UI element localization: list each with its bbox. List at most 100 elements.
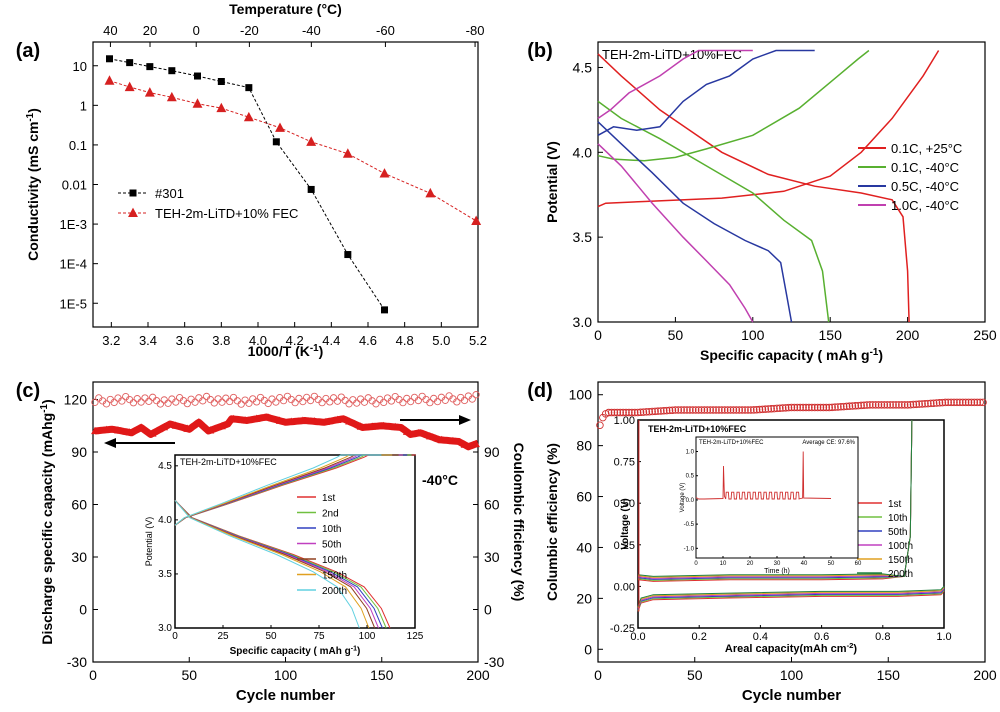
capacity-point xyxy=(310,417,319,425)
ce-point xyxy=(160,396,168,404)
ce-point xyxy=(834,403,842,411)
ce-point xyxy=(633,408,642,417)
sub-inset-y-tick-label: -0.5 xyxy=(684,522,695,528)
top-tick-label: -40 xyxy=(302,23,321,38)
ce-point xyxy=(956,398,964,407)
sub-inset-voltage-curve xyxy=(695,451,832,500)
capacity-point xyxy=(333,415,342,423)
ce-point xyxy=(900,401,909,409)
data-point xyxy=(275,122,285,132)
x-tick-label: 250 xyxy=(973,327,997,343)
ce-point xyxy=(472,391,480,399)
x-tick-label: 50 xyxy=(668,327,684,343)
inset-x-title: Areal capacity(mAh cm-2) xyxy=(725,641,858,655)
ce-point xyxy=(802,403,810,412)
ce-point xyxy=(958,398,967,407)
x-tick-label: 4.0 xyxy=(249,333,267,348)
panel-b-title: TEH-2m-LiTD+10%FEC xyxy=(602,47,742,62)
inset-y-tick-label: 0.50 xyxy=(614,498,635,510)
y-tick-label: 120 xyxy=(64,392,88,408)
ce-point xyxy=(779,404,787,412)
x-tick-label: 0 xyxy=(89,667,97,683)
ce-point xyxy=(199,397,207,405)
ce-point xyxy=(414,396,422,405)
ce-point xyxy=(229,393,238,402)
y-axis-title: Potential (V) xyxy=(544,141,560,223)
ce-point xyxy=(689,406,697,414)
ce-point xyxy=(233,397,242,405)
data-point xyxy=(342,148,353,158)
inset-y-title: Voltage (V) xyxy=(620,498,631,549)
capacity-point xyxy=(460,440,469,448)
ce-point xyxy=(973,398,982,407)
capacity-point xyxy=(171,421,180,429)
ce-point xyxy=(353,399,361,407)
x-axis-title: Specific capacity ( mAh g-1) xyxy=(700,347,883,363)
ce-point xyxy=(145,397,153,405)
panel-b: (b) TEH-2m-LiTD+10%FEC 0 50 100 150 200 250 3.0 3… xyxy=(527,40,997,363)
ce-point xyxy=(813,403,822,412)
ce-point xyxy=(944,398,952,407)
y-tick-label: 1E-4 xyxy=(60,257,87,272)
ce-point xyxy=(839,402,848,411)
inset-x-tick-label: 1.0 xyxy=(936,631,951,643)
ce-point xyxy=(837,403,845,411)
x-tick-label: 50 xyxy=(181,667,197,683)
ce-point xyxy=(631,408,639,417)
ce-point xyxy=(729,406,738,414)
y-tick-label: 40 xyxy=(576,539,592,555)
charge-curve xyxy=(597,49,753,120)
top-tick-label: 40 xyxy=(103,23,117,38)
legend-label: 1.0C, -40°C xyxy=(891,198,959,213)
inset-y-tick-label: 3.0 xyxy=(158,623,172,634)
x-tick-label: 150 xyxy=(370,667,394,683)
x-tick-label: 50 xyxy=(687,667,703,683)
ce-point xyxy=(703,406,712,414)
x-tick-label: 150 xyxy=(819,327,843,343)
charge-curve xyxy=(597,49,870,162)
capacity-point xyxy=(391,422,400,431)
ce-point xyxy=(720,406,729,414)
ce-point xyxy=(222,394,230,402)
x-tick-label: 4.6 xyxy=(359,333,377,348)
ce-point xyxy=(845,402,854,410)
ce-point xyxy=(387,397,396,405)
ce-point xyxy=(697,406,706,414)
discharge-curve xyxy=(597,100,830,323)
ce-point xyxy=(674,406,683,414)
y-tick-label: 30 xyxy=(71,549,87,565)
capacity-point xyxy=(356,422,365,430)
y-tick-label: 4.5 xyxy=(573,59,593,75)
ce-point xyxy=(252,398,261,406)
y-tick-label: 100 xyxy=(569,387,593,403)
ce-point xyxy=(700,406,709,414)
ce-point xyxy=(799,403,807,412)
x-tick-label: 150 xyxy=(877,667,901,683)
capacity-point xyxy=(195,418,203,426)
inset-discharge-curve xyxy=(174,500,360,629)
inset-y-tick-label: -0.25 xyxy=(610,623,635,635)
x-tick-label: 100 xyxy=(274,667,298,683)
ce-point xyxy=(642,408,651,416)
inset-y-tick-label: 4.5 xyxy=(158,461,172,472)
inset-y-title: Potential (V) xyxy=(144,517,154,567)
ce-point xyxy=(468,395,476,403)
ce-point xyxy=(149,393,157,401)
ce-point xyxy=(935,399,944,407)
inset-x-tick-label: 125 xyxy=(407,631,424,642)
data-point xyxy=(194,72,201,80)
ce-point xyxy=(886,401,894,409)
capacity-point xyxy=(252,414,261,422)
ce-point xyxy=(790,403,799,412)
capacity-point xyxy=(160,422,169,431)
ce-point xyxy=(610,408,619,417)
ce-point xyxy=(306,396,315,405)
x-tick-label: 200 xyxy=(973,667,997,683)
y-axis-title-left: Discharge specific capacity (mAhg-1) xyxy=(39,399,55,644)
ce-point xyxy=(927,399,935,408)
x-tick-label: 4.4 xyxy=(322,333,340,348)
arrow-left-head xyxy=(104,438,116,448)
x-tick-label: 0 xyxy=(594,327,602,343)
ce-point xyxy=(761,405,770,413)
